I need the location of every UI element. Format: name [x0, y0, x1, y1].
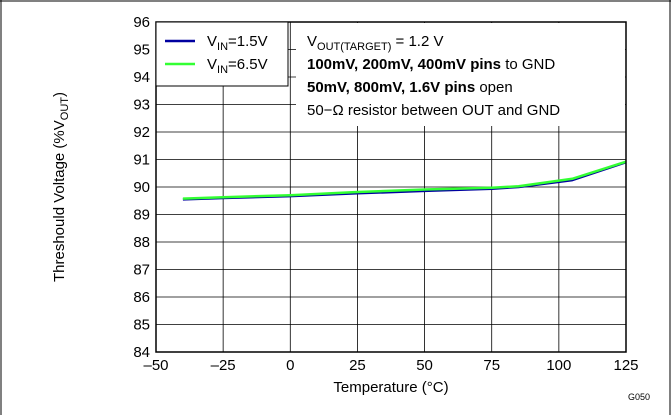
x-tick-label: 125 — [613, 357, 638, 374]
plot-area-border — [155, 21, 627, 353]
x-tick-label: –25 — [211, 357, 236, 374]
x-tick-labels: –50 –25 0 25 50 75 100 125 — [143, 357, 638, 374]
annotation-line-2: 100mV, 200mV, 400mV pins to GND — [307, 56, 555, 73]
legend: VIN=1.5V VIN=6.5V — [155, 21, 289, 87]
x-tick-label: 0 — [286, 357, 294, 374]
y-tick-label: 90 — [133, 179, 150, 196]
x-tick-label: 25 — [349, 357, 366, 374]
y-tick-label: 85 — [133, 317, 150, 334]
annotation-line-3-bold: 50mV, 800mV, 1.6V pins — [307, 79, 475, 96]
x-tick-label: 50 — [416, 357, 433, 374]
y-tick-label: 92 — [133, 124, 150, 141]
y-tick-label: 89 — [133, 207, 150, 224]
annotation-line-1-main: V — [307, 33, 317, 50]
legend-label-vin-6-5-tail: =6.5V — [228, 56, 268, 73]
y-tick-label: 95 — [133, 42, 150, 59]
annotation-line-2-bold: 100mV, 200mV, 400mV pins — [307, 56, 501, 73]
y-tick-label: 91 — [133, 152, 150, 169]
y-tick-label: 93 — [133, 97, 150, 114]
x-tick-label: –50 — [143, 357, 168, 374]
legend-label-vin-1-5: VIN=1.5V — [207, 33, 268, 53]
y-axis-label-main: Threshould Voltage (%V — [51, 120, 68, 282]
figure-id: G050 — [628, 392, 650, 402]
annotation-line-1-sub: OUT(TARGET) — [317, 41, 391, 53]
y-tick-label: 87 — [133, 262, 150, 279]
annotation-box: VOUT(TARGET) = 1.2 V 100mV, 200mV, 400mV… — [296, 23, 625, 126]
y-axis-label-subscript: OUT — [59, 97, 71, 121]
legend-label-vin-6-5-main: V — [207, 56, 217, 73]
legend-label-vin-6-5: VIN=6.5V — [207, 56, 268, 76]
x-axis-label: Temperature (°C) — [333, 379, 448, 396]
legend-label-vin-1-5-main: V — [207, 33, 217, 50]
annotation-line-3: 50mV, 800mV, 1.6V pins open — [307, 79, 513, 96]
y-tick-label: 84 — [133, 344, 150, 361]
legend-label-vin-6-5-sub: IN — [217, 64, 228, 76]
legend-label-vin-1-5-tail: =1.5V — [228, 33, 268, 50]
annotation-line-2-tail: to GND — [501, 56, 555, 73]
series-line-vin-6-5 — [182, 160, 627, 200]
annotation-line-3-tail: open — [475, 79, 513, 96]
y-axis-label-tail: ) — [51, 92, 68, 97]
annotation-background — [296, 23, 625, 126]
annotation-line-4: 50−Ω resistor between OUT and GND — [307, 102, 560, 119]
legend-box — [155, 21, 289, 87]
legend-label-vin-1-5-sub: IN — [217, 41, 228, 53]
series-layer — [182, 160, 627, 201]
y-tick-label: 86 — [133, 289, 150, 306]
y-axis-label: Threshould Voltage (%VOUT) — [51, 92, 71, 282]
y-tick-label: 88 — [133, 234, 150, 251]
annotation-line-1-tail: = 1.2 V — [391, 33, 443, 50]
y-tick-label: 94 — [133, 69, 150, 86]
y-tick-label: 96 — [133, 14, 150, 31]
y-tick-labels: 84 85 86 87 88 89 90 91 92 93 94 95 96 — [133, 14, 150, 361]
x-tick-label: 100 — [546, 357, 571, 374]
annotation-line-1: VOUT(TARGET) = 1.2 V — [307, 33, 443, 53]
x-tick-label: 75 — [483, 357, 500, 374]
